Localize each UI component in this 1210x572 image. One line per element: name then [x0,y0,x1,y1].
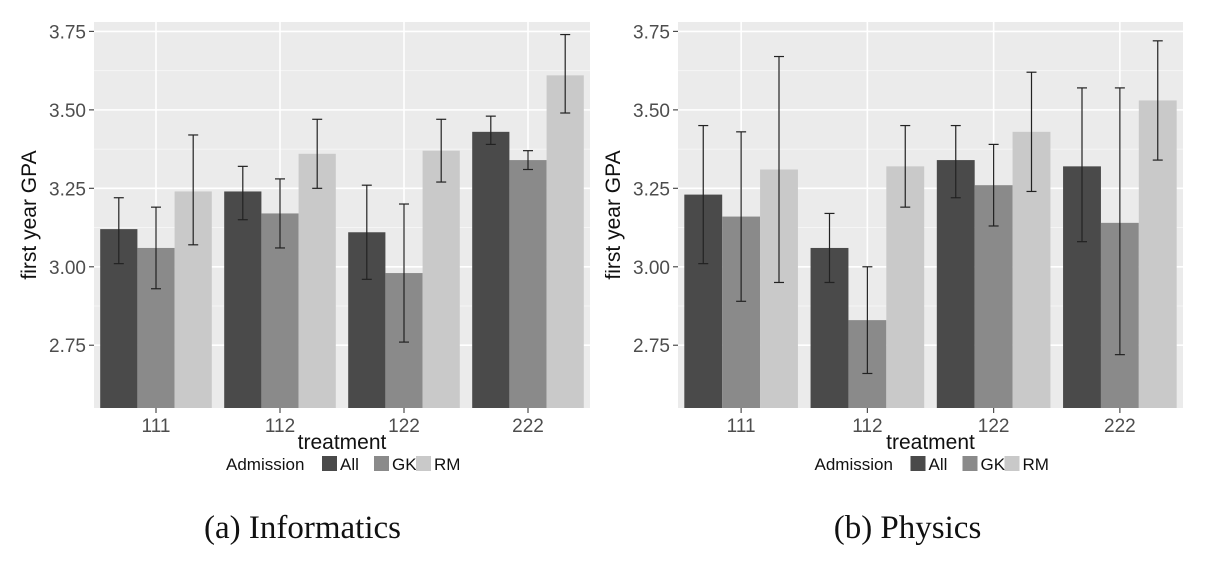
bar-all [936,160,975,408]
legend-key-rm [1004,456,1020,471]
bar-all [472,131,510,408]
y-tick-label: 3.50 [49,101,86,122]
x-tick-label: 111 [727,416,756,437]
chart-panel-physics: 2.75 3.00 3.25 3.50 3.75 111 112 122 222 treatmen… [605,0,1210,572]
x-tick-label: 111 [142,416,171,437]
x-tick-label: 122 [388,416,420,437]
legend-key-gk [374,456,389,471]
y-tick-label: 2.75 [49,336,86,357]
x-axis-title: treatment [886,431,975,454]
bar-all [224,191,262,408]
y-tick-label: 3.00 [49,258,86,279]
y-tick-label: 3.75 [49,22,86,43]
legend-label-gk: GK [392,455,417,474]
caption-text: (a) Informatics [204,510,401,546]
y-axis-title: first year GPA [605,150,625,279]
legend-key-all [322,456,337,471]
bar-rm [298,153,336,408]
x-tick-label: 122 [978,416,1010,437]
x-tick-label: 222 [512,416,544,437]
legend-label-gk: GK [981,455,1006,474]
bar-rm [546,75,584,408]
bar-rm [422,150,460,408]
physics-chart: 2.75 3.00 3.25 3.50 3.75 111 112 122 222 treatmen… [605,22,1183,474]
caption-text: (b) Physics [833,510,982,546]
bar-gk [509,160,547,408]
legend: Admission All GK RM [226,455,460,474]
y-axis-title: first year GPA [18,150,41,279]
legend-key-gk [962,456,978,471]
legend-title: Admission [815,455,893,474]
legend-title: Admission [226,455,304,474]
chart-caption: (a) Informatics [0,510,605,547]
informatics-chart: 2.75 3.00 3.25 3.50 3.75 111 112 122 222 treatmen… [18,22,590,474]
chart-panel-informatics: 2.75 3.00 3.25 3.50 3.75 111 112 122 222 treatmen… [0,22,605,547]
x-tick-label: 112 [265,416,295,437]
y-tick-label: 3.00 [633,258,670,279]
x-axis-title: treatment [298,431,387,454]
legend: Admission All GK RM [815,455,1049,474]
legend-key-rm [416,456,431,471]
legend-key-all [910,456,926,471]
legend-label-rm: RM [1023,455,1049,474]
chart-caption: (b) Physics [605,510,1210,547]
legend-label-rm: RM [434,455,460,474]
legend-label-all: All [340,455,359,474]
y-tick-label: 2.75 [633,336,670,357]
y-tick-label: 3.75 [633,22,670,43]
x-tick-label: 222 [1104,416,1136,437]
y-tick-label: 3.50 [633,101,670,122]
y-tick-label: 3.25 [633,179,670,200]
y-tick-label: 3.25 [49,179,86,200]
legend-label-all: All [929,455,948,474]
x-tick-label: 112 [852,416,882,437]
